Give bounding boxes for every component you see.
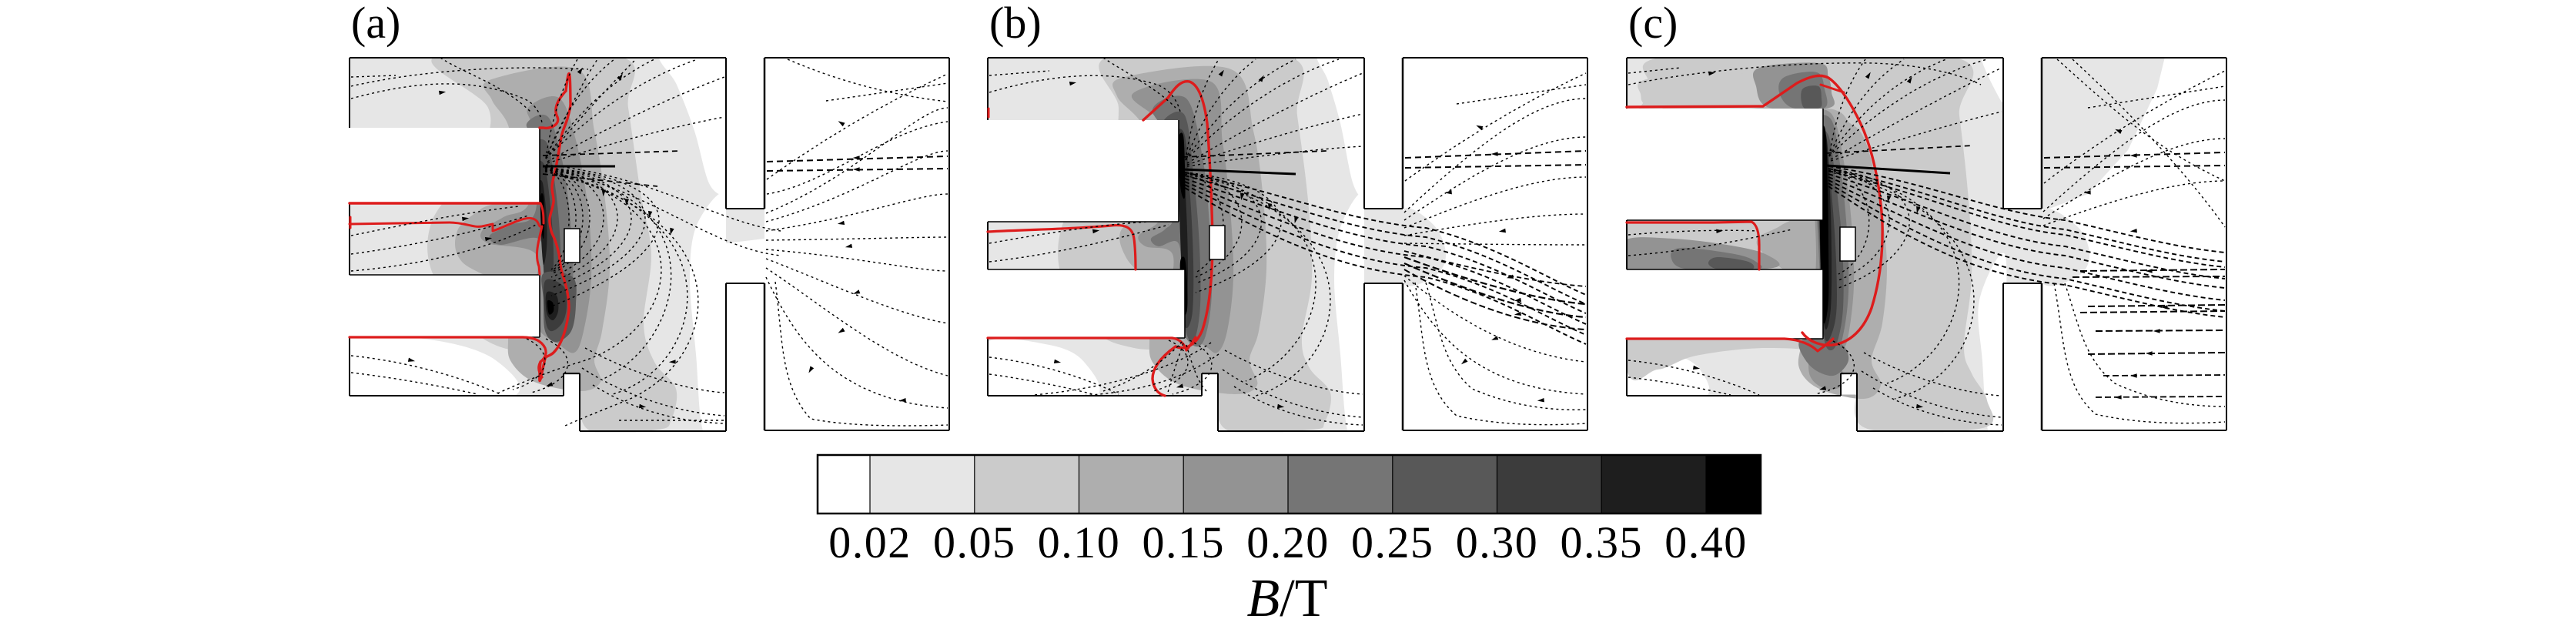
svg-text:0.25: 0.25 bbox=[1351, 517, 1434, 567]
svg-text:0.35: 0.35 bbox=[1560, 517, 1643, 567]
svg-text:(b): (b) bbox=[989, 0, 1042, 48]
svg-text:0.02: 0.02 bbox=[828, 517, 912, 567]
svg-text:0.20: 0.20 bbox=[1246, 517, 1330, 567]
svg-text:(a): (a) bbox=[351, 0, 400, 48]
svg-text:0.15: 0.15 bbox=[1142, 517, 1225, 567]
svg-text:0.10: 0.10 bbox=[1038, 517, 1121, 567]
svg-text:B/T: B/T bbox=[1247, 569, 1328, 628]
svg-text:(c): (c) bbox=[1628, 0, 1678, 48]
svg-text:0.40: 0.40 bbox=[1664, 517, 1748, 567]
svg-text:0.05: 0.05 bbox=[933, 517, 1016, 567]
svg-text:0.30: 0.30 bbox=[1456, 517, 1539, 567]
